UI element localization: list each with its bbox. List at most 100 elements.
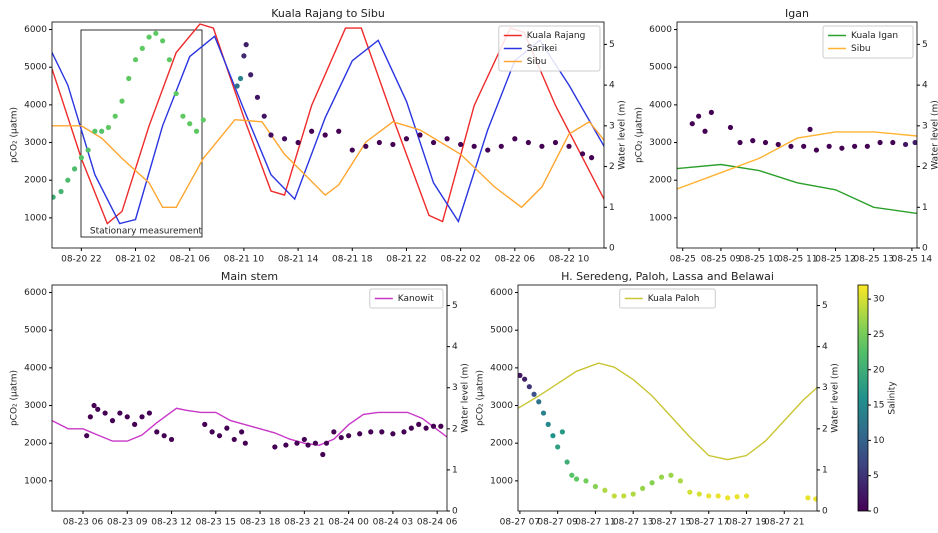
pco2-point (807, 126, 813, 132)
pco2-point (687, 489, 693, 495)
water-level-line (52, 407, 447, 447)
x-tick-label: 08-21 02 (115, 255, 155, 265)
pco2-point (166, 57, 172, 63)
pco2-point (649, 480, 655, 486)
y-tick-label: 4000 (649, 100, 672, 110)
water-level-line (52, 118, 604, 209)
pco2-point (261, 113, 267, 119)
pco2-point (762, 139, 769, 146)
pco2-point (569, 472, 575, 478)
pco2-point (430, 139, 437, 146)
x-tick-label: 08-21 10 (224, 255, 265, 265)
y-axis-label: pCO₂ (µatm) (10, 370, 20, 426)
x-tick-label: 08-25 (670, 255, 696, 265)
pco2-point (160, 38, 166, 44)
stationary-box (80, 29, 203, 238)
pco2-point (338, 434, 344, 441)
y2-axis-label: Water level (m) (931, 100, 938, 170)
pco2-point (153, 30, 159, 36)
x-tick-label: 08-22 06 (495, 255, 536, 265)
y-axis-label: pCO₂ (µatm) (10, 107, 20, 163)
pco2-point (485, 147, 491, 153)
pco2-point (379, 429, 385, 435)
y-tick-label: 6000 (649, 25, 672, 35)
pco2-point (168, 436, 175, 443)
chart-title: H. Seredeng, Paloh, Lassa and Belawai (561, 270, 774, 283)
pco2-point (552, 139, 559, 146)
pco2-point (813, 147, 820, 153)
y-tick-label: 4000 (490, 363, 513, 373)
y2-tick-label: 2 (452, 424, 458, 434)
pco2-point (430, 423, 437, 429)
legend-box (619, 288, 716, 309)
chart-title: Kuala Rajang to Sibu (271, 7, 385, 20)
legend-box (369, 288, 444, 309)
pco2-point (139, 45, 145, 51)
pco2-point (216, 433, 223, 439)
water-level-line (52, 23, 604, 225)
legend-box (498, 25, 601, 72)
colorbar-tick-label: 5 (873, 471, 879, 481)
y2-tick-label: 1 (922, 203, 928, 213)
pco2-point (444, 136, 450, 142)
pco2-point (124, 414, 130, 420)
pco2-point (471, 143, 477, 149)
pco2-point (696, 113, 702, 119)
y2-tick-label: 4 (609, 81, 615, 91)
pco2-point (242, 440, 248, 446)
colorbar-tick-label: 20 (873, 365, 885, 375)
legend-label: Kuala Rajang (527, 31, 586, 41)
y-tick-label: 5000 (24, 63, 47, 73)
x-tick-label: 08-25 10 (739, 255, 780, 265)
x-tick-label: 08-23 18 (240, 518, 281, 528)
y2-tick-label: 3 (452, 383, 458, 393)
y-tick-label: 2000 (24, 439, 47, 449)
pco2-point (112, 113, 118, 119)
y-tick-label: 6000 (24, 288, 47, 298)
pco2-point (239, 429, 245, 435)
pco2-point (702, 128, 708, 134)
y-tick-label: 1000 (24, 213, 47, 223)
chart-title: Igan (785, 7, 809, 20)
annotation: Stationary measurement (90, 227, 203, 237)
pco2-point (539, 143, 545, 149)
pco2-point (592, 483, 599, 490)
pco2-point (305, 442, 311, 448)
pco2-point (119, 98, 125, 104)
y2-tick-label: 0 (452, 507, 458, 517)
pco2-point (224, 425, 230, 431)
y2-tick-label: 0 (609, 244, 615, 254)
x-tick-label: 08-23 21 (284, 518, 324, 528)
legend-label: Sibu (527, 57, 547, 67)
x-tick-label: 08-20 22 (61, 255, 101, 265)
pco2-point (231, 436, 237, 443)
y2-tick-label: 2 (922, 162, 928, 172)
water-level-line (677, 131, 917, 190)
pco2-point (611, 493, 617, 499)
pco2-point (416, 421, 422, 427)
colorbar-tick-label: 10 (873, 436, 885, 446)
legend-label: Sibu (851, 44, 871, 54)
x-tick-label: 08-24 00 (328, 518, 369, 528)
pco2-point (852, 143, 858, 149)
pco2-point (408, 425, 414, 431)
y2-tick-label: 0 (922, 244, 928, 254)
chart-title: Main stem (221, 270, 278, 283)
y-tick-label: 6000 (490, 288, 513, 298)
pco2-point (417, 132, 423, 138)
pco2-point (401, 429, 407, 435)
pco2-point (241, 53, 247, 59)
pco2-point (132, 57, 139, 63)
pco2-point (209, 429, 215, 435)
pco2-point (640, 485, 646, 491)
pco2-point (583, 478, 589, 484)
pco2-point (630, 491, 636, 497)
pco2-point (234, 83, 240, 89)
x-tick-label: 08-25 12 (815, 255, 855, 265)
pco2-point (78, 155, 84, 161)
y-tick-label: 1000 (24, 476, 47, 486)
pco2-point (805, 495, 811, 501)
x-tick-label: 08-21 22 (386, 255, 426, 265)
pco2-point (743, 493, 750, 499)
x-tick-label: 08-27 09 (537, 518, 578, 528)
